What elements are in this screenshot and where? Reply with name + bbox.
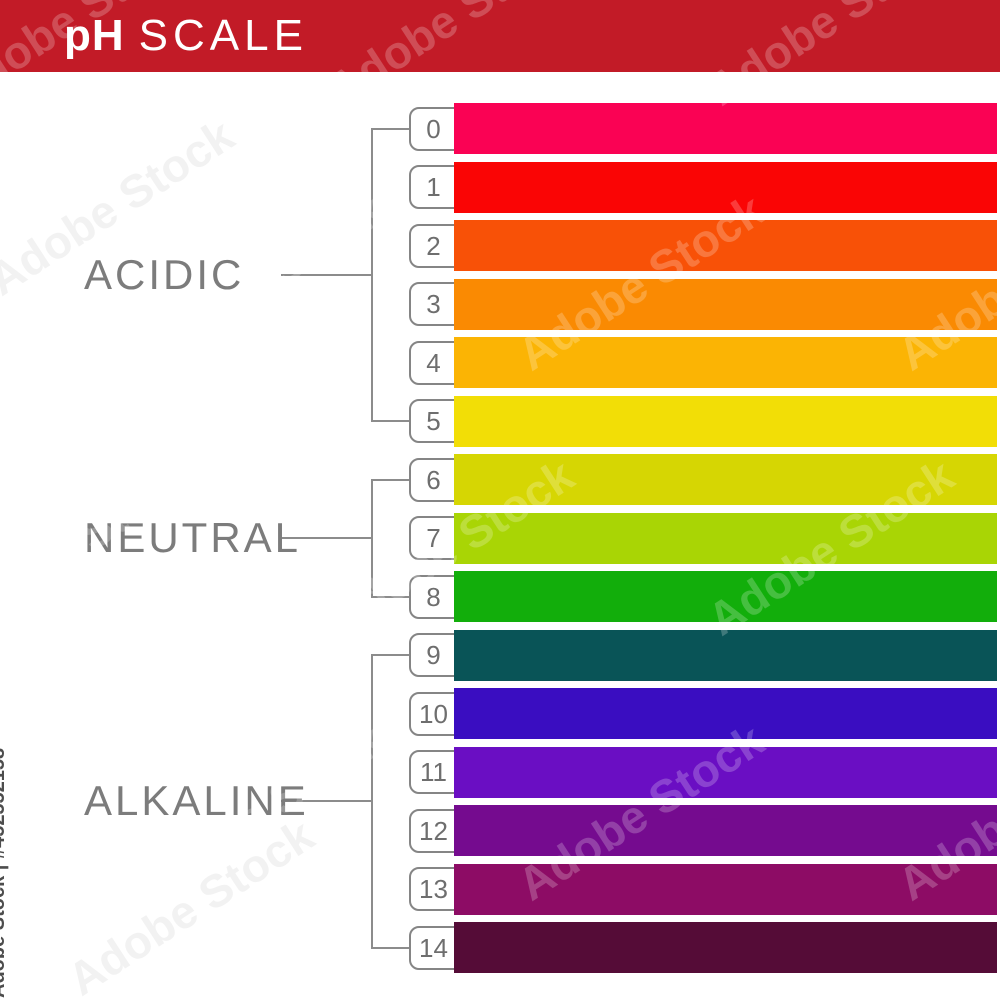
header-banner: pH SCALE xyxy=(0,0,1000,72)
ph-index-box: 10 xyxy=(409,691,465,736)
ph-value: 1 xyxy=(426,172,441,202)
ph-value: 0 xyxy=(426,113,441,144)
ph-bar-10 xyxy=(454,688,997,739)
bracket-stub-top xyxy=(371,478,409,481)
ph-bar-4 xyxy=(454,337,997,388)
watermark-text: Adobe Stock xyxy=(58,808,323,1000)
ph-value: 6 xyxy=(426,464,441,495)
bracket-stub-bottom xyxy=(371,595,409,598)
group-label-acidic: ACIDIC xyxy=(84,250,245,298)
ph-bar-7 xyxy=(454,512,997,564)
ph-bar-14 xyxy=(454,922,997,973)
ph-value: 13 xyxy=(419,874,448,904)
page-title: pH SCALE xyxy=(64,14,308,58)
ph-value: 14 xyxy=(419,932,448,963)
label-connector-line xyxy=(281,537,373,539)
ph-bar-12 xyxy=(454,805,997,856)
ph-value: 9 xyxy=(426,640,441,670)
ph-value: 12 xyxy=(419,815,448,846)
ph-value: 11 xyxy=(420,757,447,787)
ph-value: 8 xyxy=(426,581,441,612)
ph-bar-0 xyxy=(454,103,997,154)
ph-value: 2 xyxy=(426,230,441,261)
group-label-neutral: NEUTRAL xyxy=(84,514,302,561)
ph-bar-8 xyxy=(454,571,997,622)
ph-bar-3 xyxy=(454,278,997,330)
bracket-stub-bottom xyxy=(371,420,409,422)
ph-value: 5 xyxy=(426,406,441,436)
ph-bar-9 xyxy=(454,629,997,681)
ph-value: 7 xyxy=(426,523,441,553)
ph-value: 3 xyxy=(426,289,441,319)
ph-bar-11 xyxy=(454,746,997,798)
ph-bar-1 xyxy=(454,161,997,213)
group-label-alkaline: ALKALINE xyxy=(84,777,309,825)
ph-value: 4 xyxy=(426,347,441,378)
ph-bar-5 xyxy=(454,395,997,447)
ph-value: 10 xyxy=(419,698,448,729)
bracket-stub-bottom xyxy=(371,946,409,949)
title-scale: SCALE xyxy=(138,11,308,60)
stock-id-watermark: Adobe Stock | #452552158 xyxy=(0,747,9,998)
label-connector-line xyxy=(281,800,373,803)
bracket-stub-top xyxy=(371,654,409,656)
ph-bar-2 xyxy=(454,220,997,271)
label-connector-line xyxy=(281,273,373,276)
title-ph: pH xyxy=(64,11,125,60)
bracket-stub-top xyxy=(371,127,409,130)
ph-bar-13 xyxy=(454,863,997,915)
ph-bar-6 xyxy=(454,454,997,505)
